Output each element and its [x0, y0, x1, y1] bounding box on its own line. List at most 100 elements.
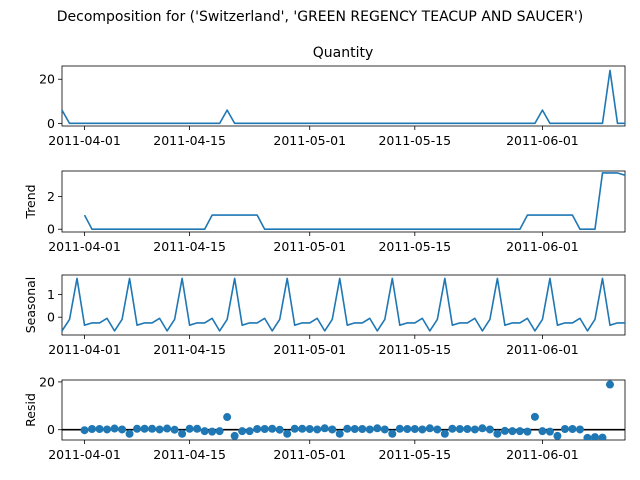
resid-point	[605, 380, 614, 389]
resid-point	[335, 429, 344, 438]
resid-ytick-label: 20	[39, 374, 55, 389]
resid-point	[208, 427, 217, 436]
resid-point	[245, 427, 254, 436]
resid-point	[545, 427, 554, 436]
resid-point	[328, 425, 337, 434]
resid-point	[178, 429, 187, 438]
observed-xtick-label: 2011-06-01	[506, 133, 579, 148]
resid-panel: 0 20 2011-04-01 2011-04-15 2011-05-01 2011-05…	[23, 374, 626, 462]
observed-xtick-label: 2011-05-01	[273, 133, 346, 148]
seasonal-xtick-label: 2011-04-15	[153, 342, 226, 357]
resid-point	[163, 424, 172, 433]
resid-point	[230, 431, 239, 440]
seasonal-ylabel: Seasonal	[23, 277, 38, 334]
resid-point	[290, 424, 299, 433]
seasonal-panel: 0 1 2011-04-01 2011-04-15 2011-05-01 2011-05-…	[23, 274, 626, 357]
resid-point	[425, 424, 434, 433]
resid-point	[478, 424, 487, 433]
resid-point	[515, 427, 524, 436]
trend-xtick-label: 2011-04-01	[48, 239, 121, 254]
resid-point	[448, 424, 457, 433]
resid-point	[508, 427, 517, 436]
resid-point	[493, 429, 502, 438]
resid-point	[395, 424, 404, 433]
trend-xtick-label: 2011-06-01	[506, 239, 579, 254]
resid-point	[590, 433, 599, 440]
trend-panel: 0 2 2011-04-01 2011-04-15 2011-05-01 2011-05-…	[23, 170, 626, 254]
resid-point	[358, 425, 367, 434]
resid-point	[575, 425, 584, 434]
observed-panel-title: Quantity	[313, 45, 374, 61]
resid-point	[485, 425, 494, 434]
resid-point	[275, 425, 284, 434]
observed-panel: 0 20 2011-04-01 2011-04-15 2011-05-01 2011-05…	[39, 65, 626, 148]
resid-xtick-label: 2011-04-15	[153, 447, 226, 462]
trend-axes-frame	[61, 170, 626, 233]
observed-series-line	[62, 69, 625, 125]
resid-point	[88, 425, 97, 434]
resid-point	[320, 424, 329, 433]
resid-point	[118, 425, 127, 434]
resid-point	[223, 413, 232, 422]
resid-point	[80, 426, 89, 435]
resid-point	[185, 424, 194, 433]
resid-point	[215, 427, 224, 436]
resid-point	[253, 425, 262, 434]
resid-point	[148, 424, 157, 433]
trend-series-line	[83, 172, 625, 231]
resid-point	[410, 425, 419, 434]
resid-point	[560, 425, 569, 434]
resid-point	[500, 426, 509, 435]
resid-xtick-label: 2011-05-01	[273, 447, 346, 462]
resid-point	[365, 425, 374, 434]
resid-xtick-label: 2011-05-15	[378, 447, 451, 462]
resid-point	[133, 424, 142, 433]
resid-point	[440, 429, 449, 438]
resid-point	[463, 425, 472, 434]
resid-xtick-label: 2011-06-01	[506, 447, 579, 462]
seasonal-ytick-label: 0	[47, 310, 55, 325]
observed-ytick-label: 20	[39, 72, 55, 87]
seasonal-xtick-label: 2011-04-01	[48, 342, 121, 357]
resid-point	[470, 425, 479, 434]
resid-point	[155, 425, 164, 434]
resid-point	[433, 425, 442, 434]
trend-xtick-label: 2011-04-15	[153, 239, 226, 254]
resid-axes-frame	[61, 379, 626, 441]
resid-point	[268, 424, 277, 433]
resid-point	[373, 424, 382, 433]
trend-ylabel: Trend	[23, 184, 38, 219]
resid-point	[283, 429, 292, 438]
resid-point	[418, 425, 427, 434]
seasonal-xtick-label: 2011-05-15	[378, 342, 451, 357]
resid-point	[95, 425, 104, 434]
figure-title: Decomposition for ('Switzerland', 'GREEN…	[57, 9, 583, 25]
resid-point	[103, 425, 112, 434]
resid-point	[260, 425, 269, 434]
trend-ytick-label: 0	[47, 222, 55, 237]
observed-xtick-label: 2011-04-15	[153, 133, 226, 148]
trend-xtick-label: 2011-05-01	[273, 239, 346, 254]
seasonal-series-line	[62, 277, 625, 332]
observed-axes-frame	[61, 65, 626, 127]
resid-point	[170, 425, 179, 434]
trend-xtick-label: 2011-05-15	[378, 239, 451, 254]
resid-point	[403, 425, 412, 434]
resid-point	[110, 424, 119, 433]
resid-point	[553, 431, 562, 440]
resid-point	[568, 425, 577, 434]
seasonal-xtick-label: 2011-05-01	[273, 342, 346, 357]
resid-point	[238, 427, 247, 436]
panels-group: 0 20 2011-04-01 2011-04-15 2011-05-01 2011-05…	[23, 65, 626, 462]
resid-point	[193, 424, 202, 433]
resid-point	[523, 427, 532, 436]
observed-xtick-label: 2011-04-01	[48, 133, 121, 148]
resid-point	[380, 425, 389, 434]
resid-point	[125, 429, 134, 438]
resid-point	[388, 429, 397, 438]
resid-point	[598, 433, 607, 440]
resid-point	[455, 425, 464, 434]
resid-point	[313, 425, 322, 434]
resid-point	[305, 425, 314, 434]
